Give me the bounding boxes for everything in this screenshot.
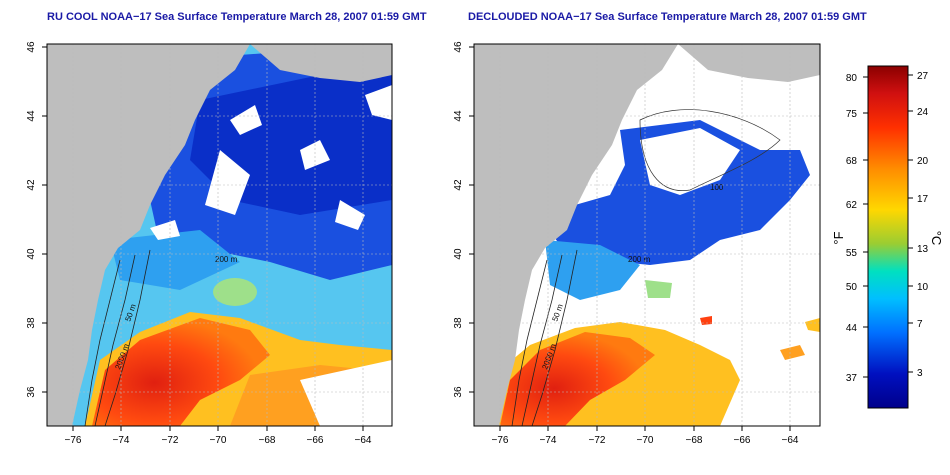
right-warm-patch xyxy=(645,280,672,298)
right-map-title: DECLOUDED NOAA−17 Sea Surface Temperatur… xyxy=(468,11,867,23)
right-x-tick-label: −68 xyxy=(686,435,703,446)
right-x-tick-label: −70 xyxy=(637,435,654,446)
left-cloud-patch xyxy=(205,150,250,215)
left-x-tick-label: −70 xyxy=(210,435,227,446)
colorbar-c-tick-label: 3 xyxy=(917,368,923,379)
colorbar-c-tick-label: 13 xyxy=(917,244,929,255)
left-cloud-patch xyxy=(365,85,392,120)
colorbar-c-ticks xyxy=(908,74,913,373)
left-cloud-patch xyxy=(335,200,365,230)
right-y-tick-label: 38 xyxy=(453,317,464,329)
right-land-us-east-coast xyxy=(474,44,678,426)
colorbar-f-tick-label: 75 xyxy=(846,109,858,120)
left-y-tick-label: 44 xyxy=(26,110,37,122)
colorbar-gradient xyxy=(867,65,909,409)
left-y-tick-label: 36 xyxy=(26,386,37,398)
right-y-tick-label: 44 xyxy=(453,110,464,122)
left-land-nova-scotia xyxy=(250,44,392,82)
right-y-tick-label: 42 xyxy=(453,179,464,191)
colorbar-f-tick-label: 62 xyxy=(846,200,858,211)
right-gulf-stream-core xyxy=(500,332,655,426)
left-y-tick-label: 40 xyxy=(26,248,37,260)
left-cloud-patch xyxy=(150,220,180,240)
left-cloud-patch xyxy=(300,140,330,170)
colorbar-celsius-label: °C xyxy=(929,231,944,246)
right-graticule xyxy=(474,44,820,426)
right-map-frame xyxy=(473,43,821,427)
left-shelf-water xyxy=(110,230,240,290)
right-x-tick-label: −64 xyxy=(782,435,799,446)
right-x-tick-label: −76 xyxy=(492,435,509,446)
left-map-frame xyxy=(46,43,393,427)
left-x-tick-label: −74 xyxy=(113,435,130,446)
left-contour-label-200m: 200 m xyxy=(215,255,238,264)
right-y-tick-label: 36 xyxy=(453,386,464,398)
right-y-tick-label: 40 xyxy=(453,248,464,260)
right-x-axis-ticks xyxy=(499,426,791,431)
colorbar-f-tick-label: 37 xyxy=(846,373,858,384)
left-cloud-southeast xyxy=(300,360,392,426)
colorbar-f-tick-label: 80 xyxy=(846,73,858,84)
colorbar-c-tick-label: 17 xyxy=(917,194,929,205)
right-contour-50m xyxy=(511,259,548,426)
colorbar-f-tick-label: 55 xyxy=(846,248,858,259)
colorbar-f-ticks xyxy=(863,76,868,378)
right-warm-filament xyxy=(805,318,820,332)
right-x-tick-label: −72 xyxy=(589,435,606,446)
left-graticule xyxy=(47,44,392,426)
right-map: 50 m 200 m 2000 m 100 xyxy=(474,44,820,426)
left-contour-200m xyxy=(94,254,136,426)
right-x-tick-label: −74 xyxy=(540,435,557,446)
colorbar-fahrenheit-label: °F xyxy=(831,231,846,244)
left-y-tick-label: 46 xyxy=(26,41,37,53)
left-warm-core-ring xyxy=(213,278,257,306)
left-land-us-east-coast xyxy=(47,44,250,426)
left-y-axis-ticks xyxy=(42,46,47,393)
right-contour-georges-bank xyxy=(639,109,781,191)
colorbar-c-tick-label: 27 xyxy=(917,71,929,82)
left-map-title: RU COOL NOAA−17 Sea Surface Temperature … xyxy=(47,11,427,23)
colorbar-c-tick-label: 24 xyxy=(917,107,929,118)
left-gulf-stream-core xyxy=(92,318,270,426)
colorbar-c-tick-label: 10 xyxy=(917,282,929,293)
left-contour-2000m xyxy=(104,249,151,426)
left-x-axis-ticks xyxy=(72,426,364,431)
left-contour-50m xyxy=(84,259,121,426)
left-x-tick-label: −66 xyxy=(307,435,324,446)
colorbar-f-tick-label: 50 xyxy=(846,282,858,293)
colorbar-c-tick-label: 20 xyxy=(917,156,929,167)
right-x-tick-label: −66 xyxy=(734,435,751,446)
right-contour-label-100: 100 xyxy=(710,183,724,192)
left-map: 50 m 200 m 2000 m xyxy=(47,44,392,426)
left-x-tick-label: −76 xyxy=(65,435,82,446)
left-y-tick-label: 42 xyxy=(26,179,37,191)
colorbar: 80 75 68 62 55 50 44 37 27 24 20 17 13 1… xyxy=(831,65,944,409)
colorbar-c-tick-label: 7 xyxy=(917,319,923,330)
right-shelf-water xyxy=(545,240,640,300)
left-x-tick-label: −64 xyxy=(355,435,372,446)
colorbar-f-tick-label: 68 xyxy=(846,156,858,167)
left-x-tick-label: −72 xyxy=(162,435,179,446)
left-cloud-patch xyxy=(230,105,262,135)
left-y-tick-label: 38 xyxy=(26,317,37,329)
right-contour-200m xyxy=(521,254,563,426)
right-contour-label-200m: 200 m xyxy=(628,255,651,264)
right-contour-2000m xyxy=(531,249,578,426)
colorbar-f-tick-label: 44 xyxy=(846,323,858,334)
right-y-axis-ticks xyxy=(469,46,474,393)
right-warm-filament xyxy=(780,345,805,360)
left-x-tick-label: −68 xyxy=(259,435,276,446)
right-land-nova-scotia xyxy=(678,44,820,82)
right-y-tick-label: 46 xyxy=(453,41,464,53)
